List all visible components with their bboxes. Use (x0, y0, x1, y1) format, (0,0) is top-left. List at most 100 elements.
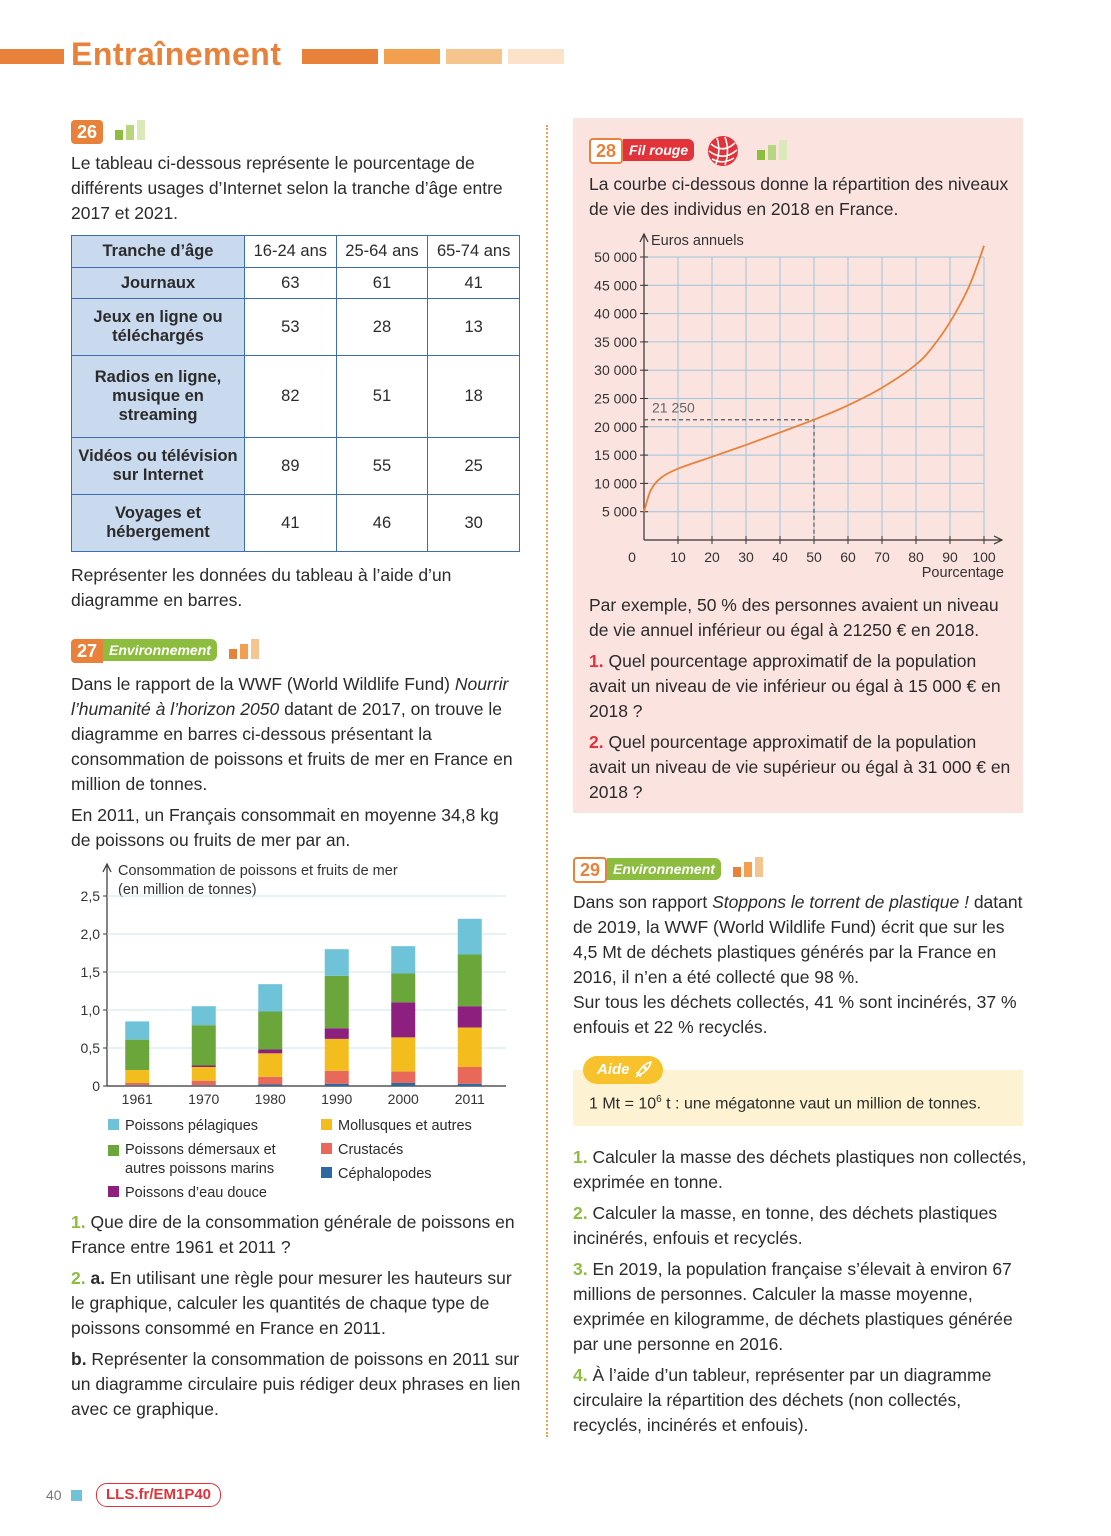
legend-label: Céphalopodes (338, 1166, 432, 1182)
header-bar-1 (302, 49, 378, 64)
x-tick-label: 40 (772, 549, 788, 565)
x-tick-label: 1980 (255, 1091, 286, 1107)
theme-tag: Environnement (607, 858, 721, 880)
question-1: 1. Que dire de la consommation générale … (71, 1212, 515, 1257)
exercise-26: 26 Le tableau ci-dessous représente le p… (71, 120, 521, 613)
bar-segment (258, 1076, 283, 1085)
table-cell: 53 (244, 298, 337, 356)
bar-segment (324, 949, 349, 976)
bar-segment (457, 918, 482, 955)
bar-segment (191, 1065, 216, 1067)
x-tick-label: 90 (942, 549, 958, 565)
y-tick-label: 40 000 (594, 306, 637, 322)
bar-segment (258, 1053, 283, 1077)
theme-tag: Fil rouge (623, 139, 695, 161)
question-4: 4. À l’aide d’un tableur, représenter pa… (573, 1365, 992, 1435)
x-tick-label: 20 (704, 549, 720, 565)
column-divider (546, 125, 548, 1437)
difficulty-icon (733, 857, 767, 884)
exercise-27-questions: 1. Que dire de la consommation générale … (71, 1210, 526, 1422)
exercise-number: 26 (71, 120, 104, 144)
intro-text: Dans le rapport de la WWF (World Wildlif… (71, 674, 450, 694)
data-table: Tranche d’âge 16-24 ans 25-64 ans 65-74 … (71, 235, 520, 552)
footer-square-icon (71, 1490, 82, 1501)
bar-segment (191, 1067, 216, 1081)
footer-link[interactable]: LLS.fr/EM1P40 (96, 1483, 222, 1507)
table-cell: 89 (244, 437, 337, 495)
table-cell: 30 (427, 494, 520, 552)
rocket-icon (633, 1060, 653, 1090)
example-text: Par exemple, 50 % des personnes avaient … (589, 595, 999, 640)
bar-segment (391, 946, 416, 974)
exercise-intro: La courbe ci-dessous donne la répartitio… (589, 174, 1009, 219)
legend-item: Poissons démersaux et autres poissons ma… (108, 1141, 308, 1179)
legend-label: Mollusques et autres (338, 1118, 472, 1134)
y-axis-arrow (102, 862, 112, 873)
table-cell: 13 (427, 298, 520, 356)
x-tick-label: 1990 (321, 1091, 352, 1107)
y-tick-label: 2,0 (81, 926, 101, 942)
exercise-28-header: 28 Fil rouge (589, 136, 1009, 167)
y-axis-label: (en million de tonnes) (118, 882, 257, 898)
x-tick-label: 30 (738, 549, 754, 565)
bar-segment (125, 1085, 150, 1086)
y-tick-label: 0,5 (81, 1040, 101, 1056)
y-tick-label: 15 000 (594, 447, 637, 463)
aide-label: Aide (597, 1061, 630, 1078)
exercise-intro: Le tableau ci-dessous représente le pour… (71, 153, 503, 223)
y-axis-arrow (639, 232, 649, 243)
y-axis-label: Euros annuels (651, 233, 744, 249)
bar-segment (125, 1070, 150, 1083)
page-number: 40 (46, 1487, 62, 1503)
question-1: 1. Calculer la masse des déchets plastiq… (573, 1147, 1027, 1192)
difficulty-icon (115, 120, 149, 147)
question-3: 3. En 2019, la population française s’él… (573, 1259, 1013, 1354)
bar-segment (125, 1039, 150, 1071)
exercise-27-header: 27 Environnement (71, 639, 521, 665)
y-tick-label: 1,5 (81, 964, 101, 980)
x-tick-label: 1961 (122, 1091, 153, 1107)
exercise-intro: Dans son rapport Stoppons le torrent de … (573, 892, 1023, 987)
table-cell: 46 (335, 494, 429, 552)
bar-segment (258, 1049, 283, 1054)
legend-item: Crustacés (321, 1141, 403, 1160)
y-tick-label: 45 000 (594, 277, 637, 293)
legend-label: Poissons démersaux et autres poissons ma… (125, 1142, 276, 1177)
table-header-cell: 65-74 ans (427, 235, 520, 268)
header-bar-3 (446, 49, 502, 64)
x-axis-label: Pourcentage (922, 565, 1004, 581)
exercise-intro: Dans le rapport de la WWF (World Wildlif… (71, 672, 521, 797)
bar-segment (125, 1082, 150, 1086)
x-tick-label: 100 (972, 549, 996, 565)
bar-segment (258, 1011, 283, 1050)
x-tick-label: 80 (908, 549, 924, 565)
table-row-label: Vidéos ou télévision sur Internet (71, 437, 245, 495)
table-row-label: Jeux en ligne ou téléchargés (71, 298, 245, 356)
table-cell: 41 (427, 267, 520, 299)
line-chart: Euros annuels Pourcentage 5 000 10 000 15 00… (594, 232, 1004, 581)
table-cell: 82 (244, 355, 337, 438)
bar-segment (324, 1028, 349, 1039)
y-tick-label: 35 000 (594, 334, 637, 350)
bar-chart-legend: Poissons pélagiques Poissons démersaux e… (108, 1117, 528, 1207)
legend-label: Crustacés (338, 1142, 404, 1158)
y-axis-label: Consommation de poissons et fruits de me… (118, 863, 398, 879)
bar-segment (324, 1083, 349, 1086)
header-bar-2 (384, 49, 440, 64)
bar-segment (324, 1070, 349, 1084)
page-title: Entraînement (71, 36, 282, 72)
difficulty-icon (757, 140, 791, 167)
bar-segment (391, 1071, 416, 1083)
aide-badge: Aide (583, 1056, 663, 1084)
question-1: 1. Quel pourcentage approximatif de la p… (589, 651, 1001, 721)
x-tick-label: 2011 (455, 1091, 485, 1107)
exercise-28-text: Par exemple, 50 % des personnes avaient … (589, 593, 1014, 805)
annotation-dashed-line (644, 419, 815, 540)
x-tick-label: 0 (628, 549, 636, 565)
bar-segment (258, 1084, 283, 1086)
header-bar-left (0, 49, 64, 64)
table-row-label: Journaux (71, 267, 245, 299)
bar-segment (191, 1006, 216, 1026)
legend-label: Poissons d’eau douce (125, 1185, 267, 1201)
series-line (643, 245, 985, 512)
